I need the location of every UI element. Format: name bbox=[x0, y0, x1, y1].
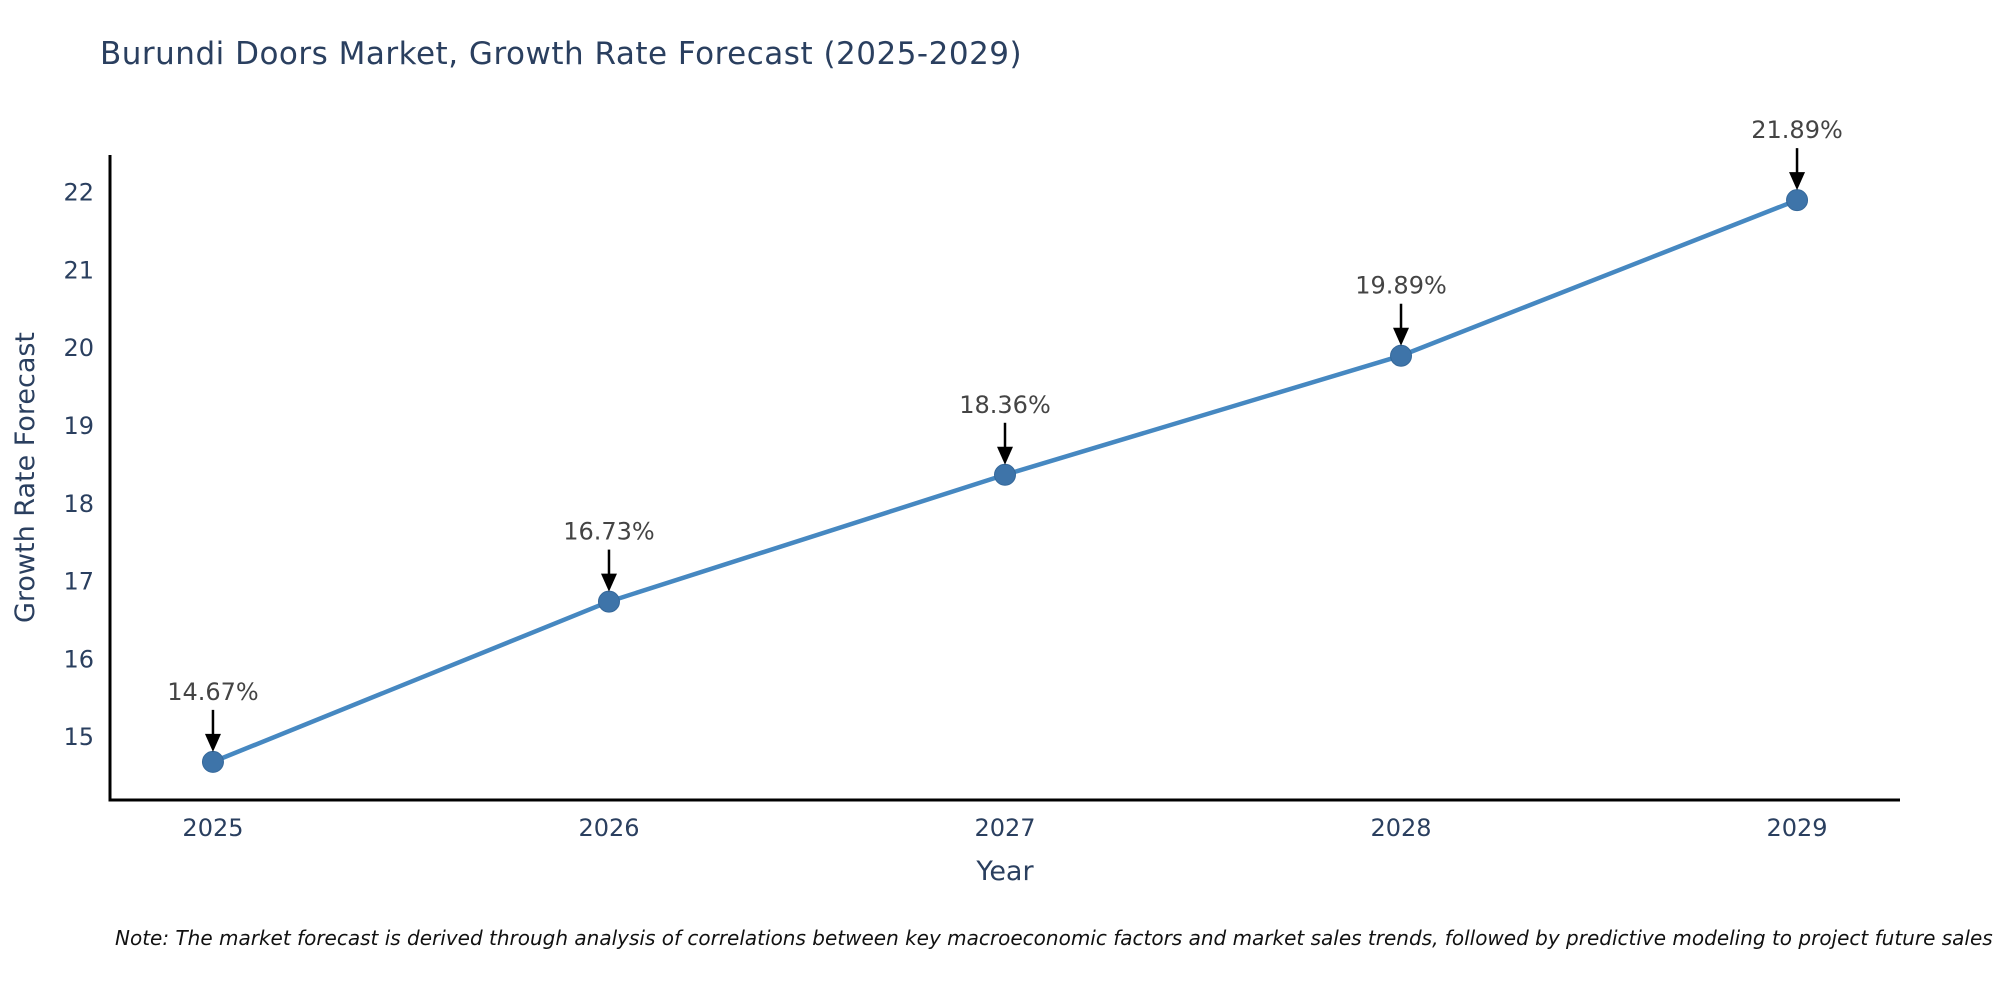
y-tick-label: 19 bbox=[63, 412, 94, 440]
data-point-label: 21.89% bbox=[1751, 116, 1843, 144]
annotation-arrow-head bbox=[997, 446, 1013, 465]
data-point-label: 14.67% bbox=[167, 678, 259, 706]
x-tick-label: 2029 bbox=[1766, 814, 1827, 842]
annotation-arrow-head bbox=[1393, 327, 1410, 346]
annotation-arrow-head bbox=[600, 573, 617, 592]
annotation-arrow-head bbox=[204, 733, 221, 752]
data-point-marker bbox=[1390, 344, 1413, 367]
data-point-label: 18.36% bbox=[959, 391, 1051, 419]
y-axis-title: Growth Rate Forecast bbox=[10, 332, 41, 623]
x-tick-label: 2026 bbox=[578, 814, 639, 842]
x-axis-title: Year bbox=[975, 856, 1034, 887]
y-tick-label: 21 bbox=[63, 256, 94, 284]
data-point-marker bbox=[597, 590, 620, 613]
x-tick-label: 2025 bbox=[182, 814, 243, 842]
y-tick-label: 15 bbox=[63, 723, 94, 751]
chart-title: Burundi Doors Market, Growth Rate Foreca… bbox=[100, 36, 1023, 72]
y-tick-label: 16 bbox=[63, 645, 94, 673]
y-tick-label: 18 bbox=[63, 490, 94, 518]
x-tick-label: 2027 bbox=[974, 814, 1035, 842]
data-point-marker bbox=[1786, 189, 1809, 212]
annotation-arrow-head bbox=[1789, 172, 1806, 191]
y-tick-label: 22 bbox=[63, 179, 94, 207]
data-point-marker bbox=[994, 463, 1016, 486]
data-point-label: 19.89% bbox=[1355, 272, 1447, 300]
footnote: Note: The market forecast is derived thr… bbox=[115, 926, 1993, 950]
y-tick-label: 17 bbox=[63, 568, 94, 596]
x-tick-label: 2028 bbox=[1370, 814, 1431, 842]
data-point-label: 16.73% bbox=[563, 518, 655, 546]
y-tick-label: 20 bbox=[63, 334, 94, 362]
data-point-marker bbox=[201, 750, 224, 773]
